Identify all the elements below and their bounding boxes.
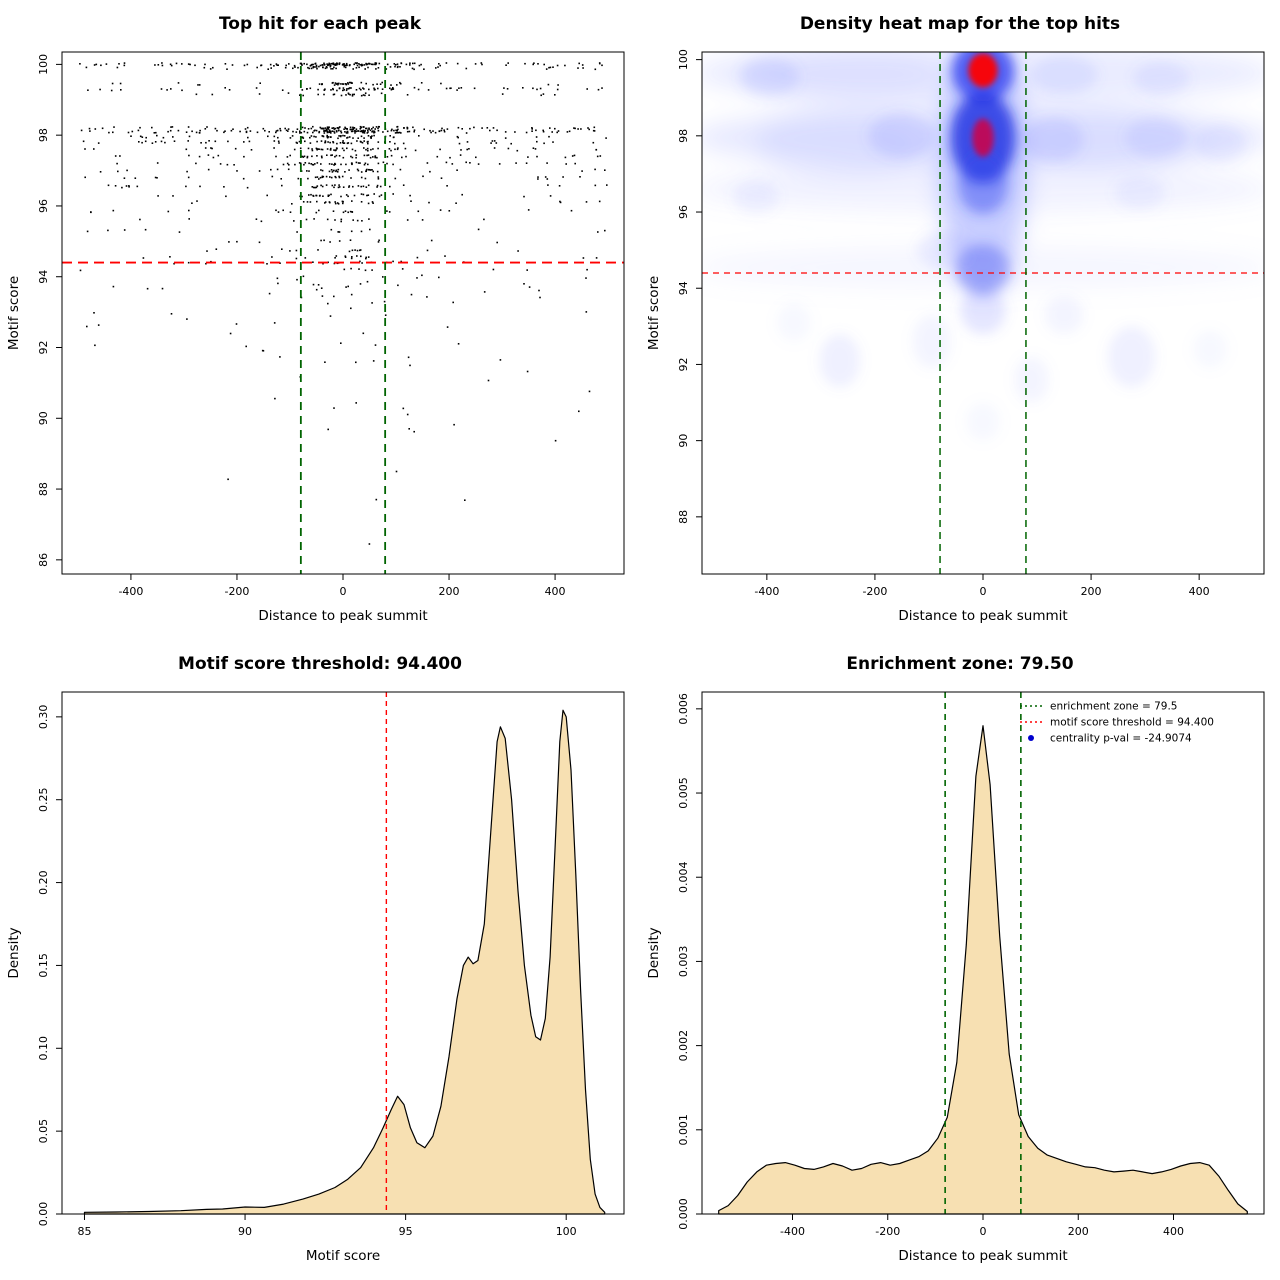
y-tick-label: 0.10 bbox=[37, 1036, 50, 1061]
y-tick-label: 90 bbox=[677, 434, 690, 448]
panel-title-zone-density: Enrichment zone: 79.50 bbox=[846, 654, 1074, 674]
x-tick-label: 400 bbox=[545, 585, 566, 598]
y-tick-label: 0.006 bbox=[677, 693, 690, 725]
panel-title-heatmap: Density heat map for the top hits bbox=[799, 14, 1121, 34]
y-tick-label: 0.25 bbox=[37, 787, 50, 812]
y-tick-label: 86 bbox=[37, 553, 50, 567]
x-tick-label: -200 bbox=[875, 1225, 900, 1238]
panel-title-scatter: Top hit for each peak bbox=[218, 14, 422, 34]
x-tick-label: 0 bbox=[340, 585, 347, 598]
scatter-points bbox=[79, 62, 608, 545]
y-tick-label: 92 bbox=[37, 341, 50, 355]
x-tick-label: 90 bbox=[238, 1225, 252, 1238]
plot-frame bbox=[61, 691, 625, 1215]
plot-frame bbox=[61, 51, 625, 575]
heatmap-blobs bbox=[702, 52, 1264, 441]
distance-density-curve bbox=[718, 725, 1248, 1215]
y-tick-label: 92 bbox=[677, 357, 690, 371]
panel-motif-score-density: Motif score threshold: 94.400 85 90 95 100 0… bbox=[0, 640, 640, 1280]
y-tick-label: 88 bbox=[677, 510, 690, 524]
y-tick-label: 88 bbox=[37, 482, 50, 496]
x-tick-label: -200 bbox=[862, 585, 887, 598]
x-tick-label: 95 bbox=[399, 1225, 413, 1238]
y-tick-label: 98 bbox=[37, 128, 50, 142]
heatmap-plot-canvas: -400 -200 0 200 400 88 90 92 94 96 98 100 Distance t… bbox=[646, 49, 1265, 624]
y-tick-label: 94 bbox=[677, 281, 690, 295]
scatter-plot-canvas: -400 -200 0 200 400 86 88 90 92 94 96 98 100 Distance… bbox=[6, 51, 625, 624]
x-tick-label: -400 bbox=[118, 585, 143, 598]
y-axis-label: Motif score bbox=[646, 276, 662, 350]
y-tick-label: 96 bbox=[37, 199, 50, 213]
x-tick-label: 200 bbox=[1068, 1225, 1089, 1238]
y-tick-label: 90 bbox=[37, 411, 50, 425]
x-axis-label: Distance to peak summit bbox=[898, 1248, 1067, 1264]
y-tick-label: 100 bbox=[37, 54, 50, 75]
y-tick-label: 98 bbox=[677, 129, 690, 143]
motif-score-density-curve bbox=[83, 709, 606, 1215]
y-tick-label: 100 bbox=[677, 49, 690, 70]
score-density-plot-canvas: 85 90 95 100 0.00 0.05 0.10 0.15 0.20 0.25 0.30 Mot… bbox=[6, 691, 625, 1264]
x-tick-label: 0 bbox=[980, 1225, 987, 1238]
y-tick-label: 94 bbox=[37, 270, 50, 284]
y-axis-label: Density bbox=[6, 927, 22, 978]
panel-enrichment-zone-density: Enrichment zone: 79.50 -400 -200 0 200 400 0.… bbox=[640, 640, 1280, 1280]
x-tick-label: -200 bbox=[224, 585, 249, 598]
legend-label: centrality p-val = -24.9074 bbox=[1050, 733, 1192, 745]
y-tick-label: 0.30 bbox=[37, 705, 50, 730]
y-tick-label: 0.004 bbox=[677, 861, 690, 893]
legend-point-marker bbox=[1028, 735, 1034, 741]
y-tick-label: 0.005 bbox=[677, 777, 690, 809]
panel-top-hit-scatter: Top hit for each peak -400 -200 0 200 400 86 8… bbox=[0, 0, 640, 640]
x-tick-label: 0 bbox=[980, 585, 987, 598]
y-tick-label: 0.002 bbox=[677, 1030, 690, 1062]
x-tick-label: 85 bbox=[77, 1225, 91, 1238]
y-tick-label: 96 bbox=[677, 205, 690, 219]
x-tick-label: -400 bbox=[754, 585, 779, 598]
y-tick-label: 0.003 bbox=[677, 946, 690, 978]
x-tick-label: 200 bbox=[439, 585, 460, 598]
y-tick-label: 0.15 bbox=[37, 953, 50, 978]
panel-title-score-density: Motif score threshold: 94.400 bbox=[178, 654, 462, 674]
x-tick-label: 100 bbox=[556, 1225, 577, 1238]
y-tick-label: 0.00 bbox=[37, 1202, 50, 1227]
y-axis-label: Density bbox=[646, 927, 662, 978]
legend-label: motif score threshold = 94.400 bbox=[1050, 717, 1214, 729]
legend: enrichment zone = 79.5 motif score thresh… bbox=[1020, 701, 1214, 745]
x-axis-label: Distance to peak summit bbox=[898, 608, 1067, 624]
x-tick-label: -400 bbox=[780, 1225, 805, 1238]
y-tick-label: 0.20 bbox=[37, 870, 50, 895]
y-tick-label: 0.05 bbox=[37, 1119, 50, 1144]
x-tick-label: 200 bbox=[1081, 585, 1102, 598]
x-tick-label: 400 bbox=[1189, 585, 1210, 598]
legend-label: enrichment zone = 79.5 bbox=[1050, 701, 1177, 713]
x-axis-label: Distance to peak summit bbox=[258, 608, 427, 624]
panel-density-heatmap: Density heat map for the top hits -400 -2… bbox=[640, 0, 1280, 640]
y-tick-label: 0.001 bbox=[677, 1114, 690, 1146]
x-axis-label: Motif score bbox=[306, 1248, 380, 1264]
distance-density-plot-canvas: -400 -200 0 200 400 0.000 0.001 0.002 0.003 0.004… bbox=[646, 691, 1265, 1264]
x-tick-label: 400 bbox=[1163, 1225, 1184, 1238]
y-axis-label: Motif score bbox=[6, 276, 22, 350]
y-tick-label: 0.000 bbox=[677, 1198, 690, 1230]
